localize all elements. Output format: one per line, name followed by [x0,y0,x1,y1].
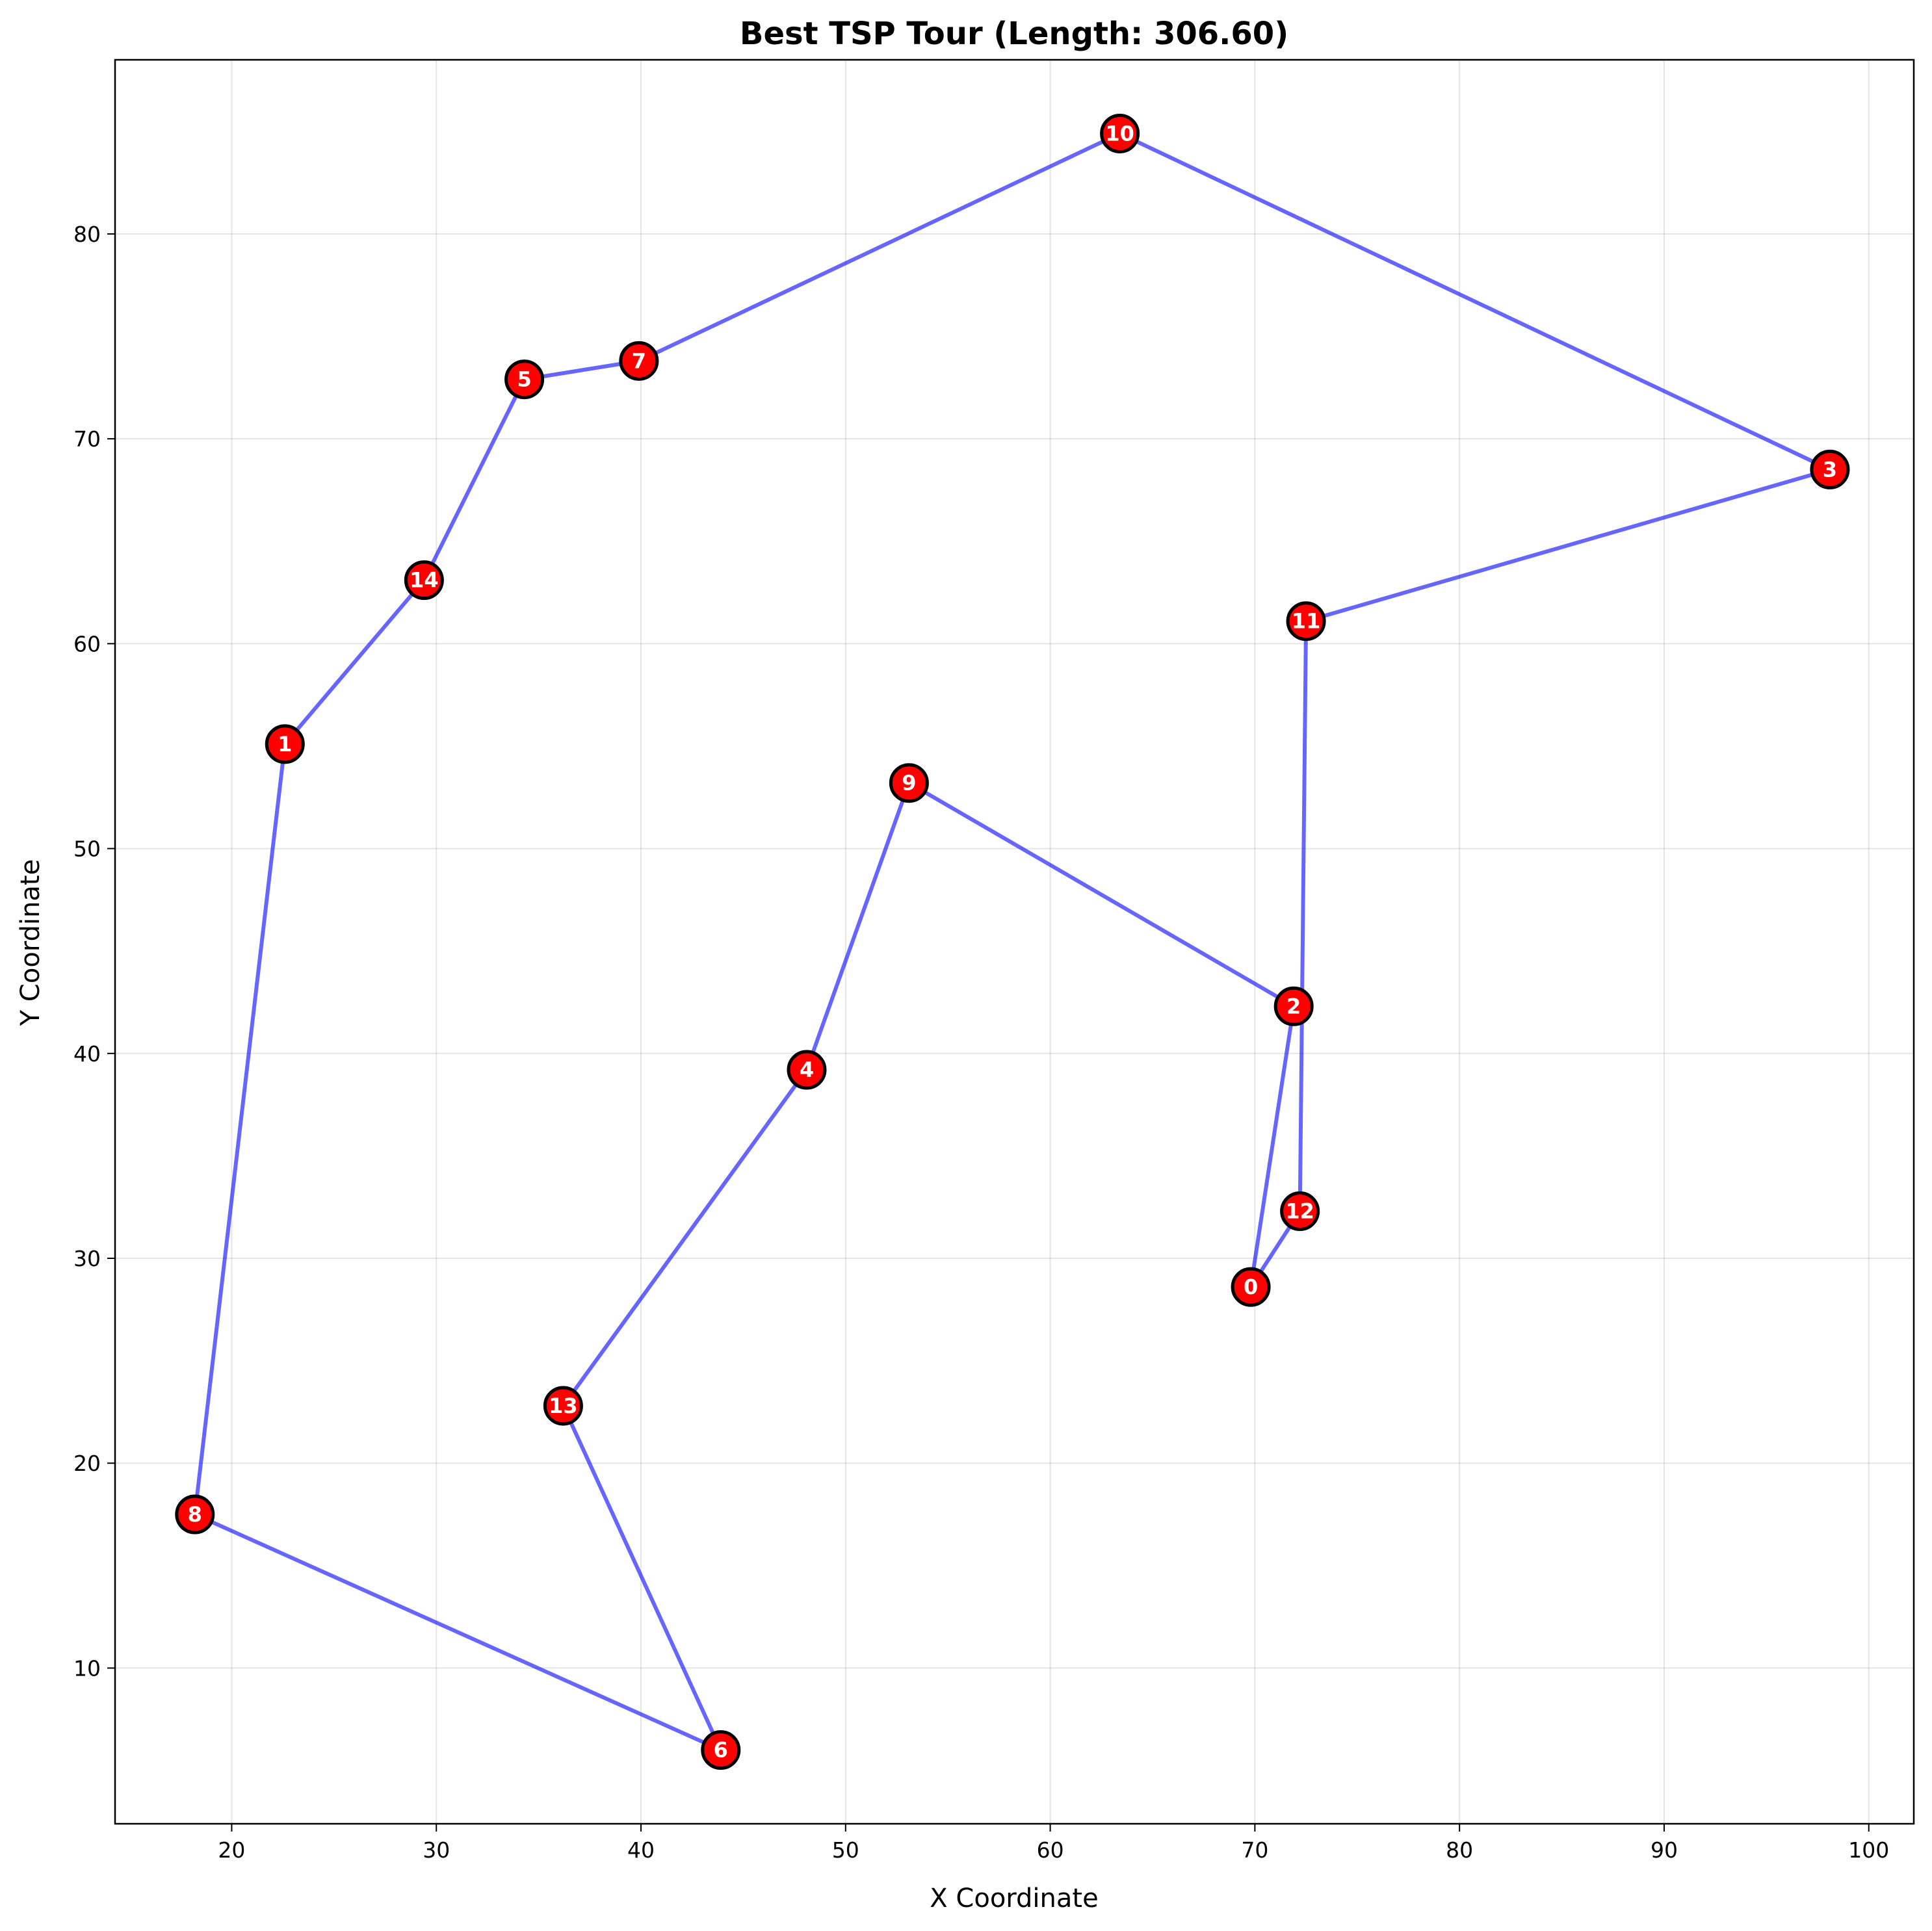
tour-edge [194,1512,722,1752]
city-label: 12 [1285,1199,1314,1224]
y-tick-label: 60 [73,631,101,656]
city-point [1810,449,1850,489]
city-label: 8 [188,1502,202,1527]
tour-edge [561,1405,723,1751]
city-point [1280,1191,1320,1232]
city-point [543,1386,583,1426]
x-tick-label: 60 [1037,1837,1064,1863]
city-point [265,724,305,764]
x-tick-label: 50 [832,1837,859,1863]
city-label: 14 [410,568,439,593]
city-label: 3 [1823,457,1837,482]
tour-edge [1305,467,1831,623]
y-tick-label: 30 [73,1246,101,1271]
x-tick-label: 70 [1241,1837,1268,1863]
tour-edge [561,1069,809,1407]
x-tick-label: 30 [423,1837,450,1863]
city-point [889,763,929,803]
city-point [619,341,659,381]
city-point [1273,986,1314,1026]
tour-edge [805,782,911,1071]
y-tick-label: 20 [73,1451,101,1476]
plot-frame [114,58,1915,1825]
city-label: 9 [902,771,916,796]
city-point [404,560,444,601]
tour-edge [907,781,1295,1008]
city-label: 11 [1292,609,1321,634]
city-label: 0 [1244,1275,1258,1299]
x-tick-label: 80 [1446,1837,1473,1863]
city-label: 6 [714,1738,728,1763]
city-label: 2 [1286,994,1301,1018]
tour-edge [283,578,426,745]
city-label: 10 [1105,121,1134,146]
x-axis-label: X Coordinate [930,1884,1098,1913]
chart-title: Best TSP Tour (Length: 306.60) [740,16,1288,52]
city-point [175,1494,215,1535]
city-point [1231,1267,1271,1307]
tour-edge [1249,1005,1296,1288]
y-tick-label: 10 [73,1655,101,1681]
x-tick-label: 40 [627,1837,655,1863]
city-label: 13 [549,1393,578,1418]
city-point [787,1050,827,1090]
x-tick-label: 90 [1651,1837,1678,1863]
tour-edge [422,378,527,581]
city-label: 4 [800,1057,814,1082]
tour-edge [638,131,1121,363]
x-tick-label: 20 [218,1837,245,1863]
city-point [504,359,545,400]
x-tick-label: 100 [1848,1837,1889,1863]
city-label: 1 [278,732,292,757]
y-tick-label: 80 [73,222,101,247]
city-label: 7 [632,348,646,373]
y-tick-label: 50 [73,836,101,862]
y-tick-label: 40 [73,1041,101,1067]
y-axis-label: Y Coordinate [16,859,46,1026]
tour-edge [1298,621,1309,1212]
city-point [1100,113,1140,153]
y-tick-label: 70 [73,426,101,452]
tour-edge [1119,131,1831,472]
city-point [1286,601,1326,642]
tour-path [192,131,1831,1752]
city-label: 5 [517,367,531,392]
city-point [701,1730,741,1770]
tour-edge [192,744,287,1515]
grid [115,60,1914,1824]
